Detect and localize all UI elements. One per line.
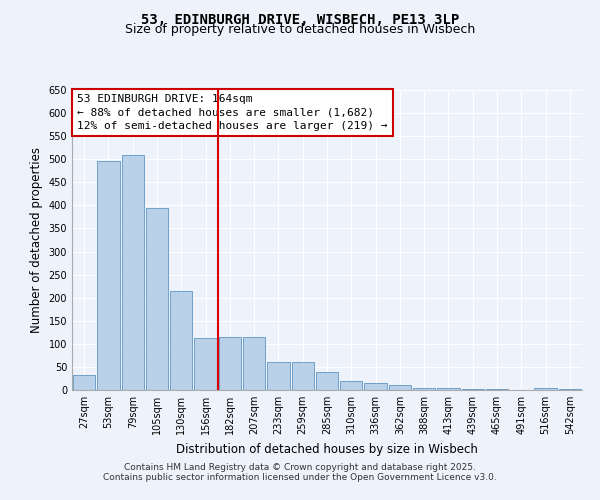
- Bar: [170, 291, 193, 390]
- Bar: [364, 383, 387, 390]
- X-axis label: Distribution of detached houses by size in Wisbech: Distribution of detached houses by size …: [176, 442, 478, 456]
- Bar: [461, 389, 484, 390]
- Bar: [218, 337, 241, 390]
- Bar: [535, 388, 557, 390]
- Bar: [486, 389, 508, 390]
- Bar: [413, 388, 436, 390]
- Bar: [146, 208, 168, 390]
- Text: Size of property relative to detached houses in Wisbech: Size of property relative to detached ho…: [125, 24, 475, 36]
- Bar: [292, 362, 314, 390]
- Text: 53, EDINBURGH DRIVE, WISBECH, PE13 3LP: 53, EDINBURGH DRIVE, WISBECH, PE13 3LP: [141, 12, 459, 26]
- Bar: [340, 381, 362, 390]
- Bar: [194, 338, 217, 390]
- Bar: [97, 160, 119, 390]
- Bar: [316, 372, 338, 390]
- Bar: [243, 337, 265, 390]
- Bar: [437, 388, 460, 390]
- Text: 53 EDINBURGH DRIVE: 164sqm
← 88% of detached houses are smaller (1,682)
12% of s: 53 EDINBURGH DRIVE: 164sqm ← 88% of deta…: [77, 94, 388, 131]
- Text: Contains HM Land Registry data © Crown copyright and database right 2025.: Contains HM Land Registry data © Crown c…: [124, 464, 476, 472]
- Y-axis label: Number of detached properties: Number of detached properties: [30, 147, 43, 333]
- Bar: [389, 386, 411, 390]
- Bar: [122, 154, 144, 390]
- Bar: [73, 375, 95, 390]
- Text: Contains public sector information licensed under the Open Government Licence v3: Contains public sector information licen…: [103, 474, 497, 482]
- Bar: [267, 362, 290, 390]
- Bar: [559, 389, 581, 390]
